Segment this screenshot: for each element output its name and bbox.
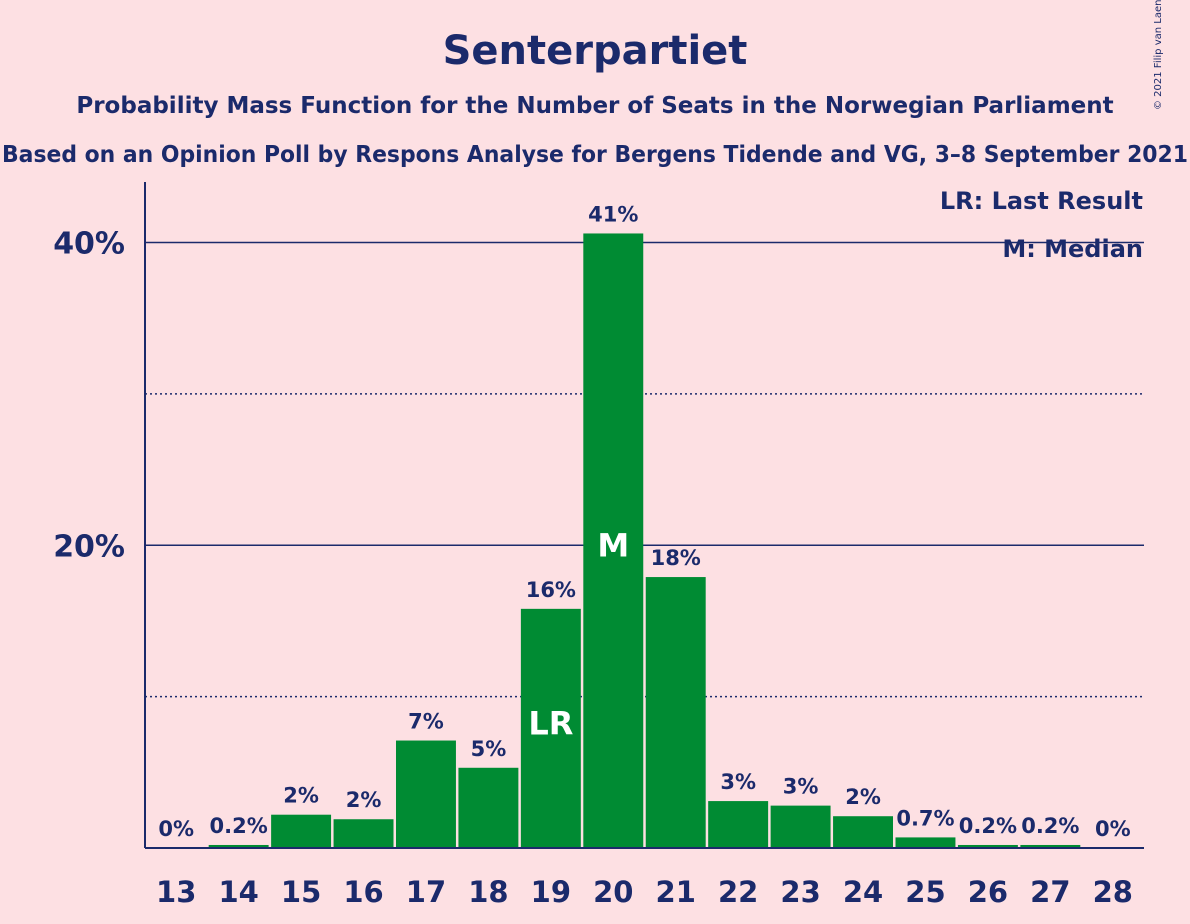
x-tick-label-21: 21 <box>656 875 696 909</box>
bar-25 <box>895 837 956 848</box>
bar-20 <box>583 233 644 849</box>
legend-median: M: Median <box>1002 235 1143 263</box>
labels-group: 20% 40% 0% 13 0.2% 14 2% 15 2% 16 7% 17 5% 18 16% 19 LR 4… <box>53 202 1133 909</box>
bar-26 <box>957 844 1018 848</box>
copyright-text: © 2021 Filip van Laenen <box>1153 0 1164 110</box>
data-label-28: 0% <box>1095 817 1131 841</box>
data-label-20: 41% <box>588 202 638 226</box>
bar-24 <box>833 816 894 848</box>
x-tick-label-25: 25 <box>905 875 945 909</box>
x-tick-label-27: 27 <box>1030 875 1070 909</box>
bar-16 <box>333 819 394 848</box>
median-marker: M <box>597 526 629 564</box>
legend-last-result: LR: Last Result <box>940 187 1143 215</box>
bar-21 <box>645 577 706 848</box>
bar-23 <box>770 805 831 848</box>
chart-subtitle-2: Based on an Opinion Poll by Respons Anal… <box>2 142 1188 168</box>
bar-22 <box>708 801 769 848</box>
y-tick-label: 40% <box>53 227 125 262</box>
data-label-15: 2% <box>283 784 319 808</box>
data-label-22: 3% <box>720 770 756 794</box>
data-label-23: 3% <box>783 775 819 799</box>
x-tick-label-15: 15 <box>281 875 321 909</box>
x-tick-label-23: 23 <box>780 875 820 909</box>
bar-15 <box>271 814 332 848</box>
x-tick-label-24: 24 <box>843 875 883 909</box>
data-label-18: 5% <box>471 737 507 761</box>
bars-group <box>208 233 1081 849</box>
x-tick-label-18: 18 <box>468 875 508 909</box>
x-tick-label-20: 20 <box>593 875 633 909</box>
data-label-16: 2% <box>346 788 382 812</box>
x-tick-label-13: 13 <box>156 875 196 909</box>
x-tick-label-26: 26 <box>968 875 1008 909</box>
chart-subtitle: Probability Mass Function for the Number… <box>76 93 1113 119</box>
data-label-25: 0.7% <box>896 806 954 830</box>
data-label-13: 0% <box>158 817 194 841</box>
data-label-21: 18% <box>651 546 701 570</box>
data-label-27: 0.2% <box>1021 814 1079 838</box>
bar-18 <box>458 767 519 848</box>
data-label-24: 2% <box>845 785 881 809</box>
bar-14 <box>208 844 269 848</box>
chart-title: Senterpartiet <box>443 28 748 74</box>
data-label-26: 0.2% <box>959 814 1017 838</box>
data-label-17: 7% <box>408 710 444 734</box>
x-tick-label-19: 19 <box>531 875 571 909</box>
x-tick-label-16: 16 <box>343 875 383 909</box>
y-tick-label: 20% <box>53 529 125 564</box>
x-tick-label-14: 14 <box>218 875 258 909</box>
data-label-19: 16% <box>526 578 576 602</box>
bar-17 <box>395 740 456 848</box>
x-tick-label-22: 22 <box>718 875 758 909</box>
bar-19 <box>520 608 581 848</box>
x-tick-label-17: 17 <box>406 875 446 909</box>
data-label-14: 0.2% <box>210 814 268 838</box>
last-result-marker: LR <box>528 704 573 742</box>
bar-27 <box>1020 844 1081 848</box>
x-tick-label-28: 28 <box>1093 875 1133 909</box>
gridlines <box>145 241 1144 698</box>
